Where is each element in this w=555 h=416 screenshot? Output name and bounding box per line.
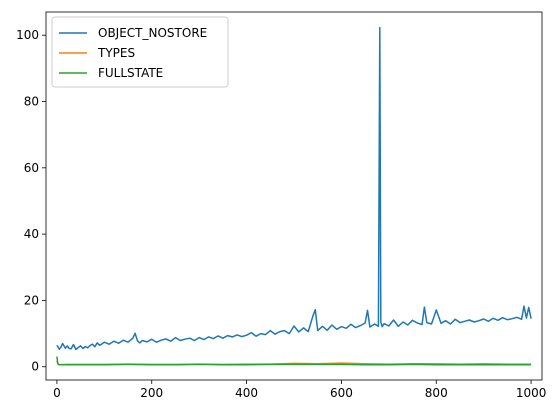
x-tick-label: 1000: [516, 386, 547, 400]
series-line-object-nostore: [56, 26, 532, 351]
legend-label-object-nostore: OBJECT_NOSTORE: [98, 26, 207, 40]
series-layer: [56, 26, 532, 366]
x-tick-label: 200: [140, 386, 163, 400]
y-tick-label: 80: [24, 95, 39, 109]
plot-frame: [45, 11, 543, 381]
legend-label-fullstate: FULLSTATE: [98, 66, 163, 80]
y-tick-label: 20: [24, 293, 39, 307]
legend-box: [51, 16, 229, 88]
legend-label-types: TYPES: [97, 46, 135, 60]
x-tick-label: 600: [330, 386, 353, 400]
x-tick-label: 800: [425, 386, 448, 400]
x-tick-label: 400: [235, 386, 258, 400]
axis-layer: 0 200 400 600 800 1000 0 20 40 60 80 100: [16, 28, 546, 400]
legend: OBJECT_NOSTORE TYPES FULLSTATE: [51, 16, 229, 88]
y-tick-label: 100: [16, 28, 39, 42]
y-tick-label: 40: [24, 227, 39, 241]
series-line-fullstate: [56, 356, 532, 366]
x-tick-label: 0: [53, 386, 61, 400]
y-tick-label: 0: [31, 360, 39, 374]
y-tick-label: 60: [24, 161, 39, 175]
